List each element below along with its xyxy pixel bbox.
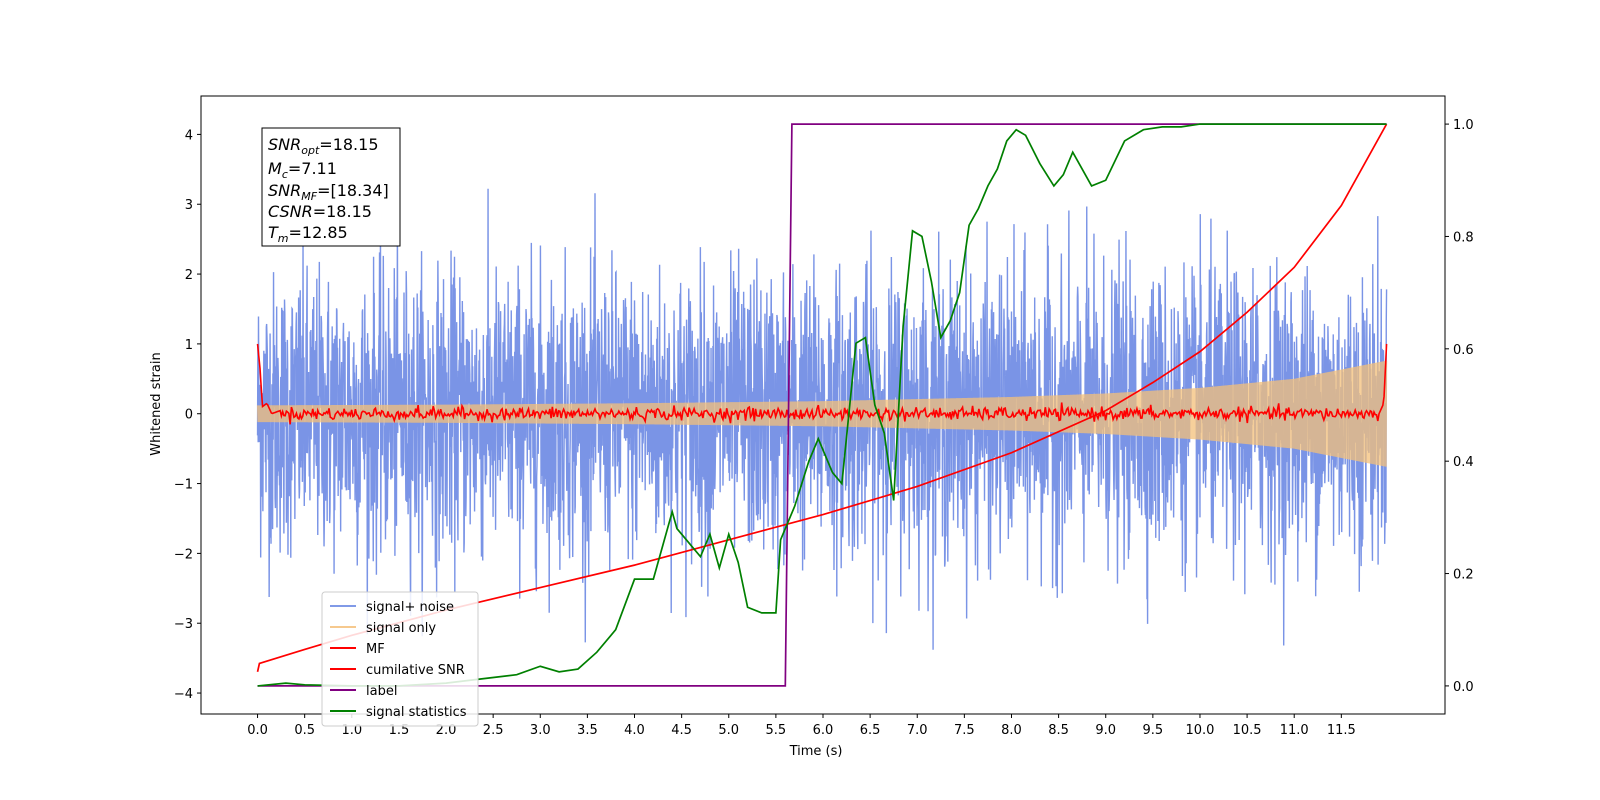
y-tick-label: 3 [185,198,193,213]
y-tick-label: 1 [185,338,193,353]
x-axis: 0.0 0.5 1.0 1.5 2.0 2.5 3.0 3.5 4.0 4.5 5.0 5.5 6.0 6… [247,714,1356,738]
x-tick-label: 4.0 [624,723,645,738]
legend-label: label [366,684,397,699]
y2-tick-label: 0.2 [1453,568,1474,583]
legend-label: signal only [366,621,436,636]
y-tick-label: −3 [174,617,193,632]
x-tick-label: 7.5 [954,723,975,738]
series-mf [256,343,1388,425]
x-tick-label: 0.0 [247,723,268,738]
legend-label: signal statistics [366,705,467,720]
annotation-mc: Mc=7.11 [268,159,337,181]
x-tick-label: 6.0 [813,723,834,738]
y-tick-label: −2 [174,547,193,562]
y-tick-label: 0 [185,408,193,423]
y-axis-right: 0.0 0.2 0.4 0.6 0.8 1.0 [1445,118,1474,695]
legend-frame [321,591,479,727]
y-tick-label: −1 [174,478,193,493]
y-axis-left: −4 −3 −2 −1 0 1 2 3 4 [174,128,201,702]
y2-tick-label: 0.6 [1453,343,1474,358]
y2-tick-label: 0.0 [1453,680,1474,695]
y-axis-title: Whitened strain [149,352,164,455]
y2-tick-label: 1.0 [1453,118,1474,133]
y-tick-label: −4 [174,687,193,702]
legend: signal+ noise signal only MF cumilative SNR… [321,591,479,727]
x-tick-label: 10.5 [1233,723,1262,738]
annotation-csnr: CSNR=18.15 [268,202,372,221]
x-tick-label: 9.5 [1143,723,1164,738]
x-tick-label: 1.5 [389,723,410,738]
x-tick-label: 8.0 [1001,723,1022,738]
series-signal-noise [256,188,1388,650]
y2-tick-label: 0.8 [1453,230,1474,245]
legend-label: signal+ noise [366,600,454,615]
x-tick-label: 4.5 [671,723,692,738]
annotation-snr-opt: SNRopt=18.15 [268,135,379,157]
x-tick-label: 11.0 [1280,723,1309,738]
x-tick-label: 2.5 [483,723,504,738]
annotation-box: SNRopt=18.15 Mc=7.11 SNRMF=[18.34] CSNR=… [261,127,401,247]
x-tick-label: 3.5 [577,723,598,738]
x-tick-label: 1.0 [341,723,362,738]
series-label [257,123,1387,687]
x-tick-label: 5.0 [718,723,739,738]
x-tick-label: 11.5 [1327,723,1356,738]
annotation-frame [261,127,401,247]
x-tick-label: 10.0 [1185,723,1214,738]
y2-tick-label: 0.4 [1453,455,1474,470]
y-tick-label: 4 [185,128,193,143]
series-signal-statistics [257,123,1387,687]
legend-label: MF [366,642,385,657]
x-tick-label: 3.0 [530,723,551,738]
legend-label: cumilative SNR [366,663,465,678]
x-tick-label: 7.0 [907,723,928,738]
x-tick-label: 9.0 [1095,723,1116,738]
y-tick-label: 2 [185,268,193,283]
x-tick-label: 5.5 [766,723,787,738]
x-axis-title: Time (s) [789,744,843,759]
x-tick-label: 2.0 [436,723,457,738]
annotation-tm: Tm=12.85 [268,223,348,245]
x-tick-label: 6.5 [860,723,881,738]
series-signal-only [256,360,1388,467]
x-tick-label: 0.5 [294,723,315,738]
annotation-snr-mf: SNRMF=[18.34] [268,181,389,203]
x-tick-label: 8.5 [1048,723,1069,738]
